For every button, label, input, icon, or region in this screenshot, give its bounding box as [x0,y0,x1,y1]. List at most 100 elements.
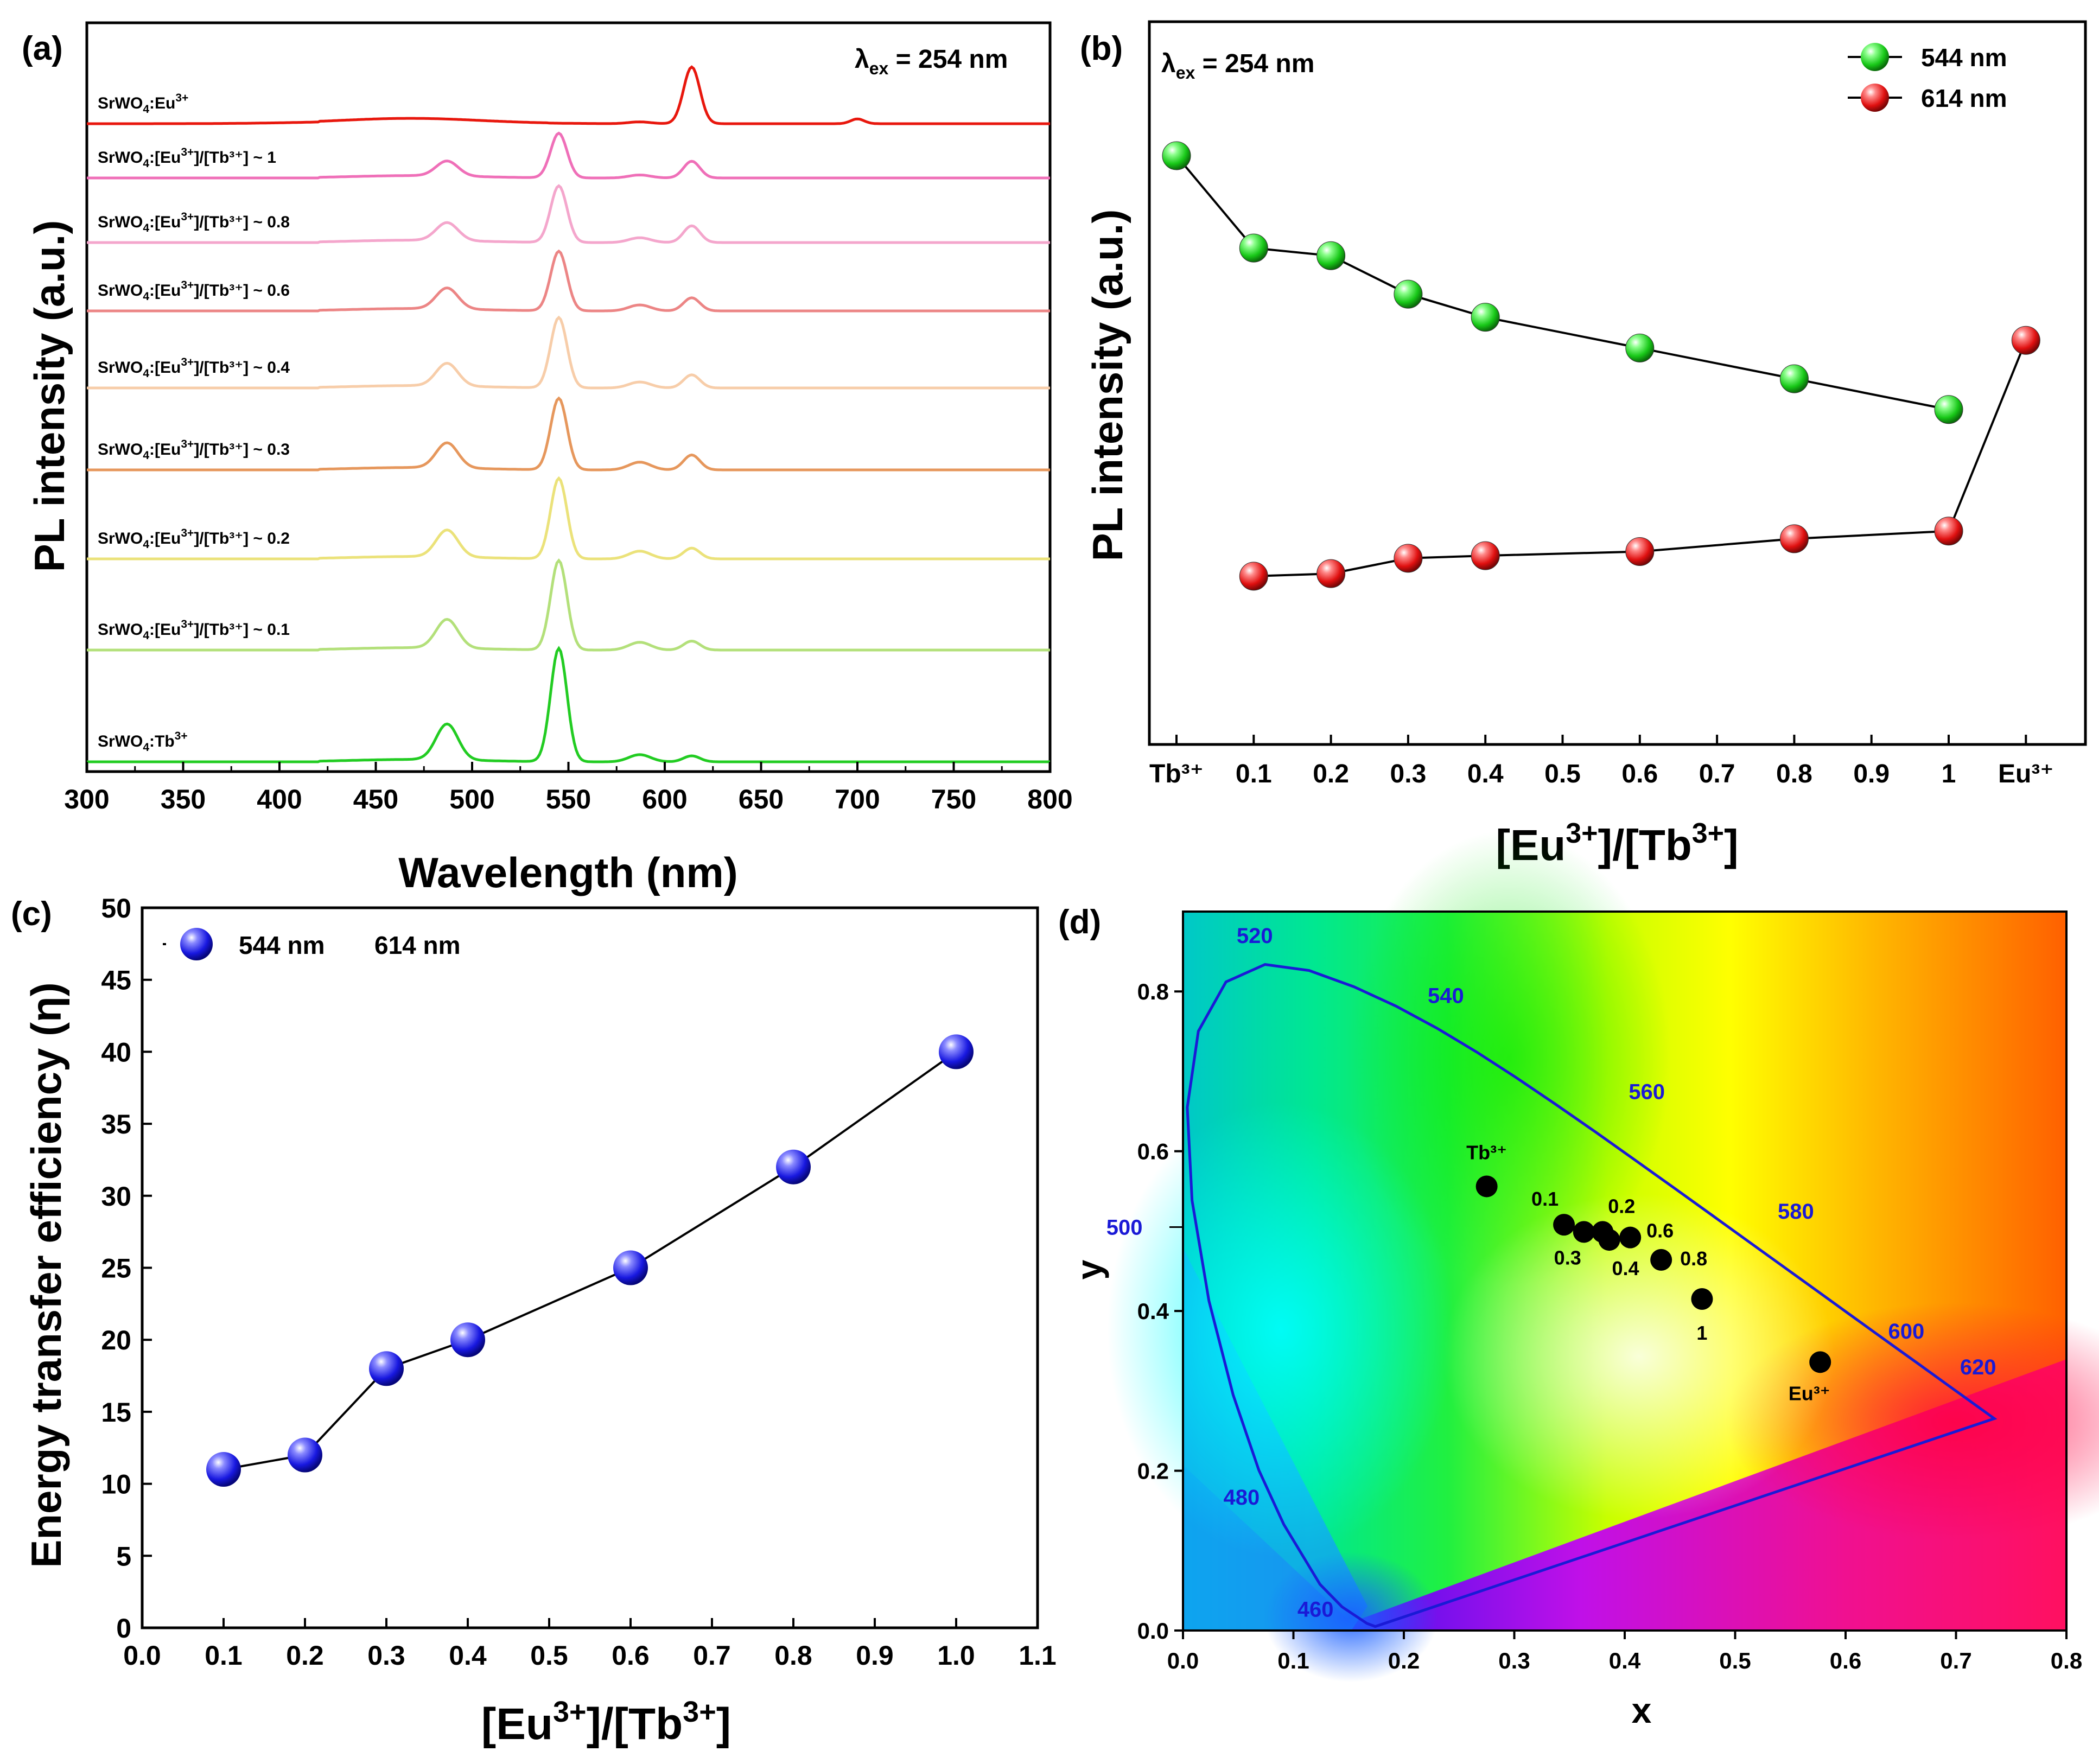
x-tick-label: 0.3 [367,1640,405,1671]
panel-c-y-axis-label: Energy transfer efficiency (η) [22,982,70,1568]
y-tick-label: 30 [101,1181,131,1212]
panel-b-label: (b) [1080,30,1123,67]
cie-point-label: Eu³⁺ [1789,1382,1830,1404]
panel-c-y-ticks: 0 5 10 15 20 25 30 35 40 45 50 [101,893,152,1644]
wavelength-label: 540 [1428,984,1464,1008]
panel-c-label: (c) [11,895,52,933]
spectrum-line [87,315,1050,390]
cie-blue-corner [1264,1552,1438,1682]
panel-b-legend: 544 nm 614 nm [1848,43,2007,112]
spectrum-line [87,249,1050,313]
x-tick-label: 550 [546,784,591,814]
panel-a-annotation: λex = 254 nm [855,45,1008,78]
panel-c-frame [141,906,1039,1629]
cie-lower-wedge [1183,1359,2066,1631]
data-point [2011,326,2040,355]
panel-a: (a) SrWO4:Eu3+SrWO4:[Eu3+]/[Tb³⁺] ~ 1SrW… [22,21,1073,896]
data-point [1471,303,1500,332]
wavelength-label: 500 [1106,1216,1143,1240]
data-point [1934,395,1963,424]
spectrum-line [87,476,1050,561]
data-point [1394,544,1423,573]
y-tick-label: 5 [116,1541,131,1571]
data-point [1239,233,1268,263]
data-point [1779,524,1809,553]
legend-label: 614 nm [1921,84,2007,112]
x-tick-label: Tb³⁺ [1149,760,1204,788]
x-tick-label: 0.8 [1776,760,1812,788]
x-tick-label: 800 [1027,784,1072,814]
x-tick-label: 300 [64,784,109,814]
data-point [613,1250,648,1285]
data-point [1625,537,1655,566]
panel-d-y-ticks: 0.0 0.2 0.4 0.6 0.8 [1137,979,1183,1644]
x-tick-label: 0.6 [612,1640,650,1671]
series-line [223,1050,957,1471]
cie-point [1809,1351,1831,1373]
spectrum-line [87,558,1050,652]
panel-a-series-labels: SrWO4:Eu3+ SrWO4:[Eu3+]/[Tb³⁺] ~ 1 SrWO4:[… [98,92,290,754]
cie-wavelength-labels: 460 480 500 520 540 560 580 600 620 [1106,924,1996,1621]
wavelength-label: 620 [1960,1355,1996,1379]
cie-point [1553,1214,1575,1236]
x-tick-label: 650 [739,784,784,814]
spectrum-line [87,65,1050,125]
legend-label: 544 nm [1921,43,2007,72]
panel-d-x-axis-label: x [1632,1690,1652,1730]
x-tick-label: 700 [835,784,880,814]
x-tick-label: 0.6 [1621,760,1658,788]
x-tick-label: 0.2 [1313,760,1349,788]
panel-b-series [1162,141,2040,591]
cie-point [1475,1175,1498,1198]
x-tick-label: 0.7 [693,1640,731,1671]
x-tick-label: 0.3 [1498,1648,1530,1673]
panel-c-x-axis-label: [Eu3+]/[Tb3+] [481,1696,731,1749]
y-tick-label: 45 [101,965,131,996]
data-point [1394,279,1423,309]
panel-a-x-ticks: 300 350 400 450 500 550 600 650 700 750 800 [64,762,1073,814]
panel-d-x-ticks: 0.0 0.1 0.2 0.3 0.4 0.5 0.6 0.7 0.8 [1167,1631,2082,1673]
x-tick-label: 0.2 [1388,1648,1420,1673]
x-tick-label: 0.9 [856,1640,894,1671]
x-tick-label: 500 [449,784,494,814]
x-tick-label: Eu³⁺ [1998,760,2054,788]
cie-point-label: 0.3 [1554,1246,1581,1269]
panel-d-y-axis-label: y [1069,1259,1109,1279]
series-label: SrWO4:Eu3+ [98,92,188,116]
spectrum-line [87,131,1050,180]
wavelength-label: 600 [1888,1320,1925,1343]
y-tick-label: 0.8 [1137,979,1169,1004]
y-tick-label: 0.0 [1137,1618,1169,1644]
series-label: SrWO4:Tb3+ [98,730,188,754]
x-tick-label: 0.8 [774,1640,812,1671]
series-label: SrWO4:[Eu3+]/[Tb³⁺] ~ 0.1 [98,618,290,642]
data-point [776,1149,811,1185]
y-tick-label: 20 [101,1325,131,1355]
legend-marker [1861,84,1889,112]
legend-label: 614 nm [374,931,461,959]
data-point [1471,541,1500,570]
x-tick-label: 0.4 [1609,1648,1641,1673]
x-tick-label: 0.0 [123,1640,161,1671]
cie-point-label: 0.8 [1680,1247,1707,1270]
cie-spectral-locus [1186,963,1998,1628]
x-tick-label: 0.5 [530,1640,568,1671]
panel-a-spectra [87,65,1050,763]
spectrum-line [87,646,1050,763]
cie-green-patch [1346,830,1671,1286]
x-tick-label: 0.9 [1853,760,1890,788]
x-tick-label: 0.7 [1699,760,1735,788]
data-point [288,1437,322,1473]
data-point [1934,517,1963,546]
x-tick-label: 0.0 [1167,1648,1199,1673]
series-label: SrWO4:[Eu3+]/[Tb³⁺] ~ 1 [98,146,276,170]
panel-c-x-ticks: 0.0 0.1 0.2 0.3 0.4 0.5 0.6 0.7 0.8 0.9 1.0 1.1 [123,1618,1057,1671]
panel-c: (c) 544 nm 614 nm 0.0 0.1 0.2 0.3 0.4 0.5 0.6 0.… [11,893,1057,1749]
x-tick-label: 1.1 [1019,1640,1057,1671]
x-tick-label: 0.5 [1544,760,1581,788]
wavelength-label: 520 [1237,924,1273,948]
series-label: SrWO4:[Eu3+]/[Tb³⁺] ~ 0.4 [98,356,290,380]
wavelength-label: 480 [1223,1486,1260,1510]
